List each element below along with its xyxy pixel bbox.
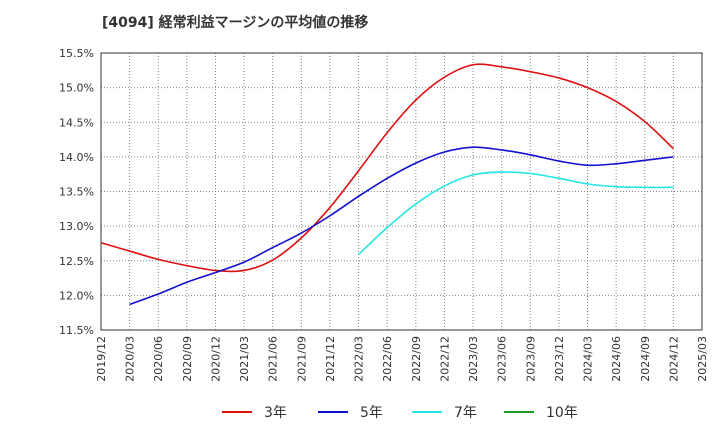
y-tick-label: 15.5%: [59, 47, 94, 60]
series-line-3: [358, 171, 674, 256]
legend-label-4: 10年: [546, 405, 578, 421]
legend-label-2: 5年: [360, 405, 383, 421]
x-tick-label: 2022/12: [438, 336, 451, 382]
x-tick-label: 2020/06: [152, 336, 165, 382]
x-tick-label: 2021/03: [238, 336, 251, 382]
legend-label-1: 3年: [264, 405, 287, 421]
x-tick-label: 2020/03: [124, 336, 137, 382]
x-tick-label: 2020/12: [209, 336, 222, 382]
x-tick-label: 2022/03: [353, 336, 366, 382]
x-tick-label: 2023/03: [467, 336, 480, 382]
y-tick-label: 14.0%: [59, 151, 94, 164]
x-tick-label: 2019/12: [95, 336, 108, 382]
y-tick-label: 11.5%: [59, 324, 94, 337]
y-tick-label: 13.0%: [59, 220, 94, 233]
y-tick-label: 13.5%: [59, 186, 94, 199]
x-tick-label: 2020/09: [181, 336, 194, 382]
x-tick-label: 2024/06: [610, 336, 623, 382]
x-tick-label: 2022/09: [410, 336, 423, 382]
plot-border: [100, 52, 703, 331]
x-tick-label: 2021/12: [324, 336, 337, 382]
x-tick-label: 2023/06: [496, 336, 509, 382]
x-tick-label: 2024/12: [667, 336, 680, 382]
x-tick-label: 2021/06: [267, 336, 280, 382]
x-tick-label: 2024/03: [582, 336, 595, 382]
x-tick-label: 2022/06: [381, 336, 394, 382]
series-line-1: [100, 63, 674, 273]
x-tick-label: 2025/03: [696, 336, 709, 382]
x-tick-label: 2023/09: [524, 336, 537, 382]
y-tick-label: 15.0%: [59, 82, 94, 95]
x-tick-label: 2023/12: [553, 336, 566, 382]
y-tick-label: 14.5%: [59, 116, 94, 129]
chart-title: [4094] 経常利益マージンの平均値の推移: [102, 15, 369, 31]
y-tick-label: 12.0%: [59, 289, 94, 302]
y-tick-label: 12.5%: [59, 255, 94, 268]
x-tick-label: 2024/09: [639, 336, 652, 382]
series-line-2: [129, 146, 674, 306]
x-tick-label: 2021/09: [295, 336, 308, 382]
legend-label-3: 7年: [454, 405, 477, 421]
